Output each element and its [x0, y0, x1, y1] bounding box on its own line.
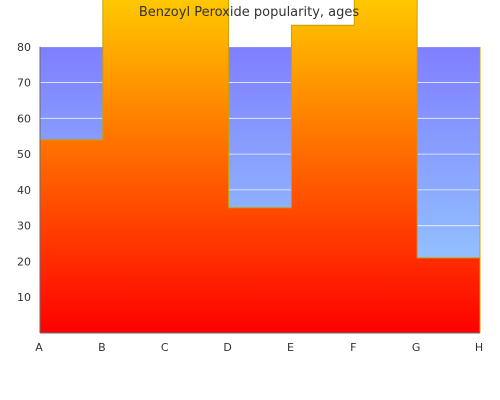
y-tick-label-80: 80 — [17, 41, 31, 54]
x-tick-label-G: G — [412, 341, 421, 354]
x-tick-label-F: F — [350, 341, 356, 354]
y-tick-label-60: 60 — [17, 112, 31, 125]
x-tick-labels: A B C D E F G H — [35, 341, 483, 354]
x-tick-label-B: B — [98, 341, 106, 354]
series-area-outline — [39, 0, 481, 333]
axis-layer — [39, 46, 480, 334]
series-area — [40, 0, 480, 333]
y-tick-label-10: 10 — [17, 291, 31, 304]
y-tick-label-50: 50 — [17, 148, 31, 161]
x-tick-label-E: E — [287, 341, 294, 354]
x-tick-label-D: D — [223, 341, 231, 354]
y-tick-label-40: 40 — [17, 184, 31, 197]
y-tick-label-70: 70 — [17, 77, 31, 90]
y-tick-label-20: 20 — [17, 255, 31, 268]
chart-title: Benzoyl Peroxide popularity, ages — [139, 5, 360, 20]
series-area-layer — [39, 0, 481, 333]
x-tick-label-C: C — [161, 341, 169, 354]
x-tick-label-H: H — [475, 341, 483, 354]
y-tick-label-30: 30 — [17, 220, 31, 233]
y-tick-labels: 10 20 30 40 50 60 70 80 — [17, 41, 31, 304]
x-tick-label-A: A — [35, 341, 43, 354]
